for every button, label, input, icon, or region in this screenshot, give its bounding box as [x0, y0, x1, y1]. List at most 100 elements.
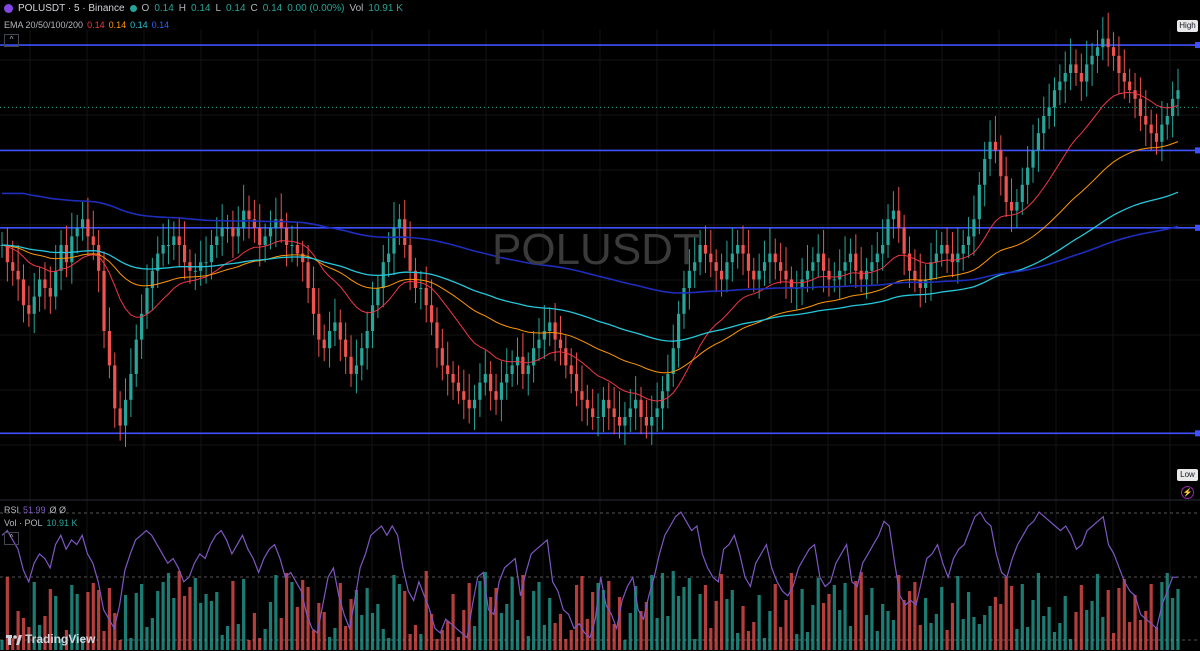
- candle-body: [816, 253, 820, 263]
- volume-bar: [1090, 601, 1094, 650]
- volume-bar: [279, 618, 283, 650]
- collapse-pane-button[interactable]: ^: [4, 532, 19, 545]
- candle-body: [161, 245, 165, 254]
- volume-bar: [392, 575, 396, 650]
- volume-legend[interactable]: Vol · POL 10.91 K: [4, 518, 78, 528]
- ema-legend[interactable]: EMA 20/50/100/200 0.14 0.14 0.14 0.14: [4, 20, 169, 30]
- candle-body: [521, 356, 525, 374]
- candle-body: [387, 253, 391, 263]
- volume-bar: [848, 626, 853, 650]
- candle-body: [623, 417, 627, 426]
- volume-bar: [886, 611, 890, 650]
- volume-bar: [360, 615, 364, 650]
- candle-body: [182, 245, 187, 263]
- volume-bar: [247, 640, 251, 650]
- candle-body: [1020, 184, 1024, 202]
- volume-bar: [1138, 620, 1143, 650]
- candle-body: [225, 227, 230, 229]
- volume-value: 10.91 K: [368, 3, 403, 14]
- candle-body: [456, 382, 461, 392]
- candle-body: [1133, 90, 1137, 99]
- candle-body: [1106, 38, 1110, 48]
- candle-body: [768, 253, 772, 263]
- candle-body: [258, 227, 262, 245]
- volume-bar: [687, 578, 691, 650]
- candle-body: [344, 339, 348, 357]
- candle-body: [48, 288, 52, 297]
- collapse-legend-button[interactable]: ^: [4, 34, 19, 47]
- volume-bar: [532, 591, 536, 650]
- candle-body: [177, 236, 181, 245]
- candle-body: [1095, 47, 1100, 56]
- ohlc-low-label: L: [215, 3, 222, 14]
- candle-body: [827, 270, 831, 280]
- candle-body: [75, 227, 79, 237]
- candle-body: [966, 236, 971, 245]
- symbol-title[interactable]: POLUSDT · 5 · Binance: [18, 3, 125, 14]
- candle-body: [360, 348, 364, 366]
- volume-bar: [703, 585, 708, 650]
- volume-bar: [902, 600, 906, 650]
- volume-bar: [182, 596, 187, 650]
- volume-bar: [1020, 584, 1024, 650]
- candle-body: [279, 219, 283, 228]
- candle-body: [682, 288, 686, 314]
- volume-bar: [891, 620, 895, 650]
- candle-body: [1085, 64, 1089, 82]
- candle-body: [601, 399, 606, 417]
- candle-body: [231, 227, 235, 237]
- volume-bar: [429, 614, 434, 650]
- volume-bar: [397, 584, 401, 650]
- volume-bar: [354, 590, 359, 650]
- volume-bar: [172, 598, 176, 650]
- volume-bar: [21, 618, 26, 650]
- volume-bar: [274, 575, 278, 650]
- volume-bar: [134, 593, 138, 650]
- tradingview-logo[interactable]: TradingView: [6, 632, 95, 646]
- volume-bar: [424, 571, 428, 650]
- volume-bar: [118, 640, 122, 650]
- volume-bar: [123, 595, 128, 650]
- rsi-legend[interactable]: RSI 51.99 Ø Ø: [4, 505, 66, 515]
- candle-body: [327, 331, 332, 349]
- volume-bar: [784, 600, 788, 650]
- candle-body: [54, 270, 58, 297]
- volume-bar: [934, 614, 938, 650]
- volume-bar: [344, 626, 348, 650]
- candle-body: [1117, 55, 1121, 73]
- candle-body: [811, 262, 815, 271]
- volume-bar: [730, 590, 734, 650]
- volume-bar: [1009, 586, 1014, 650]
- candle-body: [1111, 47, 1116, 56]
- volume-bar: [1058, 623, 1062, 650]
- volume-bar: [972, 617, 976, 650]
- candle-body: [274, 219, 278, 228]
- volume-bar: [875, 631, 879, 650]
- candle-body: [945, 245, 949, 254]
- candle-body: [881, 245, 885, 254]
- volume-bar: [150, 618, 154, 650]
- candle-body: [832, 279, 836, 281]
- candle-body: [338, 322, 342, 340]
- candle-body: [999, 150, 1003, 177]
- alert-bolt-icon[interactable]: ⚡: [1181, 486, 1194, 499]
- volume-bar: [489, 597, 493, 650]
- candle-body: [666, 374, 670, 392]
- candle-body: [1149, 124, 1153, 134]
- candle-body: [32, 296, 36, 314]
- volume-bar: [1176, 589, 1180, 650]
- volume-bar: [209, 601, 214, 650]
- volume-bar: [961, 619, 965, 650]
- candle-body: [725, 262, 729, 280]
- candle-body: [698, 245, 702, 263]
- volume-bar: [741, 606, 745, 650]
- volume-bar: [204, 594, 208, 650]
- volume-bar: [977, 624, 981, 650]
- volume-bar: [569, 630, 573, 650]
- volume-bar: [677, 596, 681, 650]
- volume-bar: [548, 598, 552, 650]
- volume-bar: [526, 636, 530, 650]
- volume-bar: [854, 581, 858, 650]
- volume-bar: [97, 590, 101, 650]
